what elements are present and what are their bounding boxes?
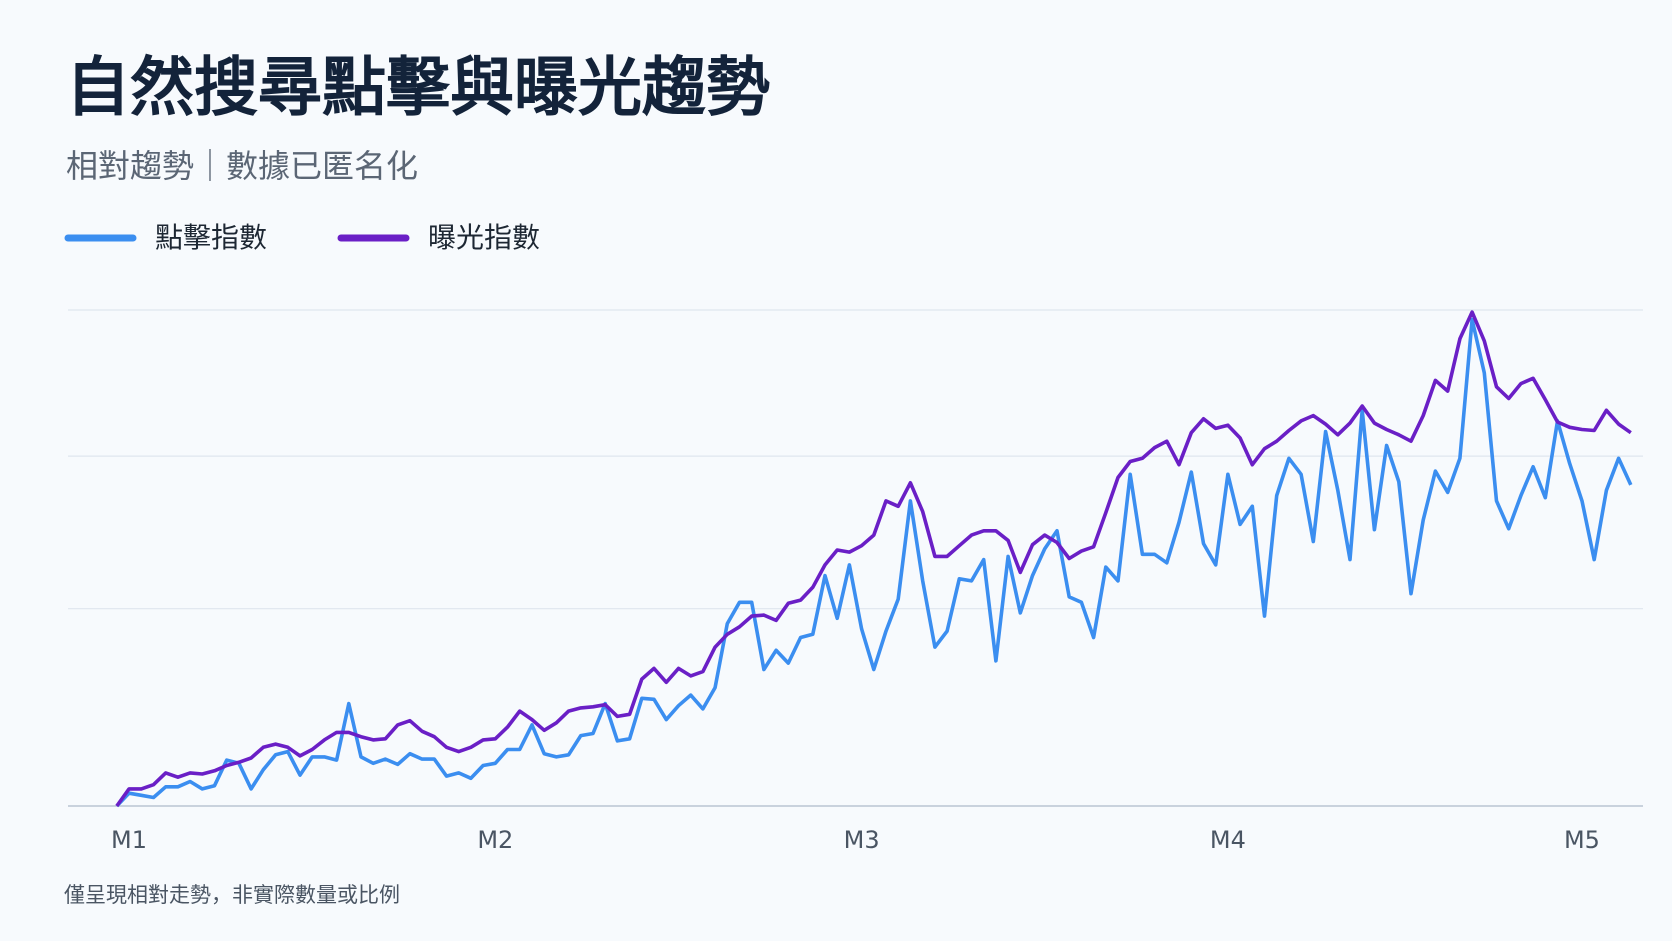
series-line bbox=[115, 317, 1633, 808]
series-line bbox=[115, 310, 1632, 808]
x-tick-label: M2 bbox=[477, 826, 513, 854]
legend-label: 點擊指數 bbox=[155, 221, 267, 254]
footnote: 僅呈現相對走勢，非實際數量或比例 bbox=[64, 883, 400, 907]
chart-title: 自然搜尋點擊與曝光趨勢 bbox=[66, 52, 770, 126]
x-tick-label: M1 bbox=[111, 826, 147, 854]
x-tick-label: M5 bbox=[1564, 826, 1600, 854]
x-tick-label: M4 bbox=[1210, 826, 1246, 854]
x-tick-label: M3 bbox=[844, 826, 880, 854]
legend-label: 曝光指數 bbox=[428, 221, 540, 254]
chart-subtitle: 相對趨勢｜數據已匿名化 bbox=[66, 147, 418, 185]
